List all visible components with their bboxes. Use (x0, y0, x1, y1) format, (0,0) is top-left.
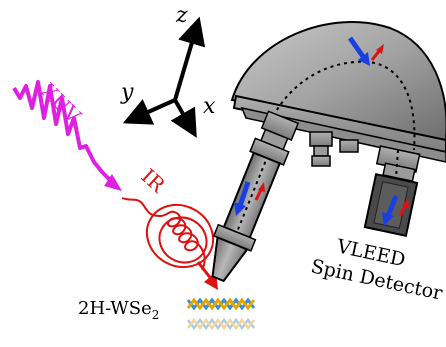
detector-chamber (211, 21, 446, 283)
z-axis-label: z (175, 3, 188, 28)
ir-label: IR (137, 164, 171, 198)
vleed-port (363, 145, 421, 237)
detector-label: VLEED Spin Detector (309, 235, 445, 305)
xuv-beam: XUV (12, 79, 122, 191)
sample-wse2: 2H-WSe2 (78, 297, 256, 331)
coordinate-axes: z y x (120, 3, 216, 138)
y-axis-label: y (120, 80, 134, 105)
xuv-label: XUV (36, 79, 86, 129)
x-axis-label: x (203, 94, 216, 119)
spin-arrows (234, 36, 409, 226)
ir-beam: IR (121, 164, 218, 290)
sample-label: 2H-WSe2 (78, 298, 159, 322)
middle-ports (309, 131, 359, 167)
